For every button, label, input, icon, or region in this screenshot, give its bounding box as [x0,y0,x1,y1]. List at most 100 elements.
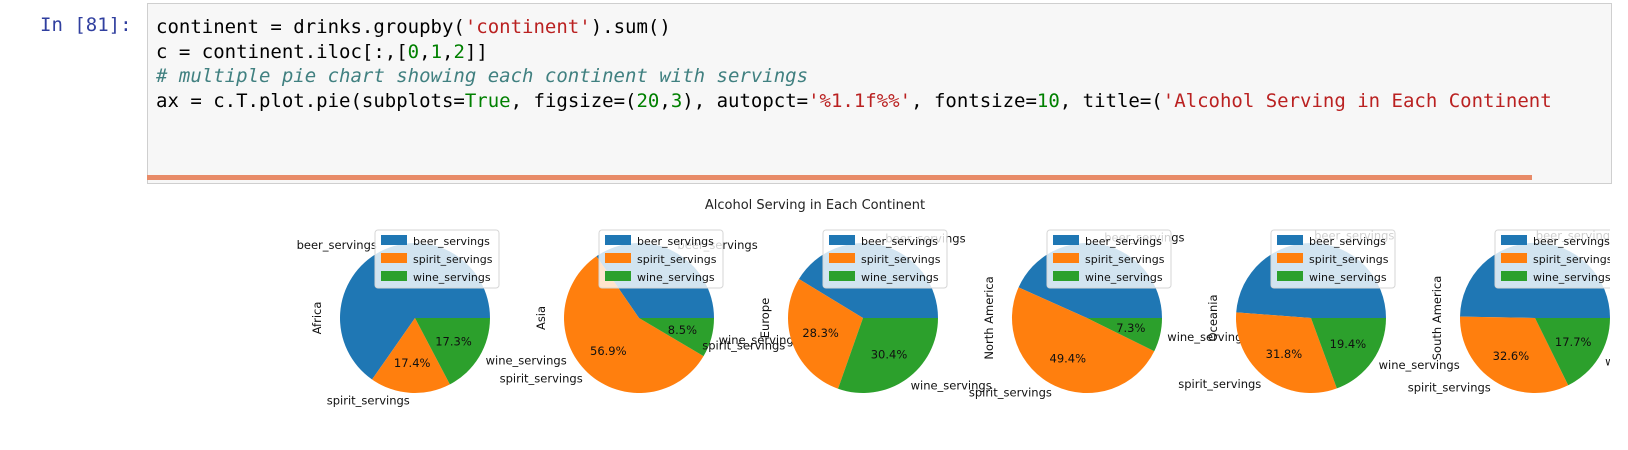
code-token: 'continent' [464,16,591,38]
code-token: # multiple pie chart showing each contin… [156,65,809,87]
pie-slice-spirit-servings [372,318,450,394]
code-token: 1 [430,40,443,63]
pie-series-name: Asia [534,306,548,330]
code-token: , [442,40,454,63]
pie-series-name: Africa [310,302,324,335]
pie-chart-south-america: beer_servings spirit_servings 32.6% wine_se… [1408,229,1610,395]
pie-chart-asia: beer_servings spirit_servings 56.9% wine_se… [500,229,800,393]
code-editor[interactable]: continent = drinks.groupby('continent').… [148,4,1611,113]
pie-category-label: wine_servings [719,333,800,347]
code-token: , [659,89,671,112]
code-token: ).sum() [590,16,671,38]
legend-swatch-beer-servings [829,235,855,245]
legend-swatch-spirit-servings [829,253,855,263]
legend-label: wine_servings [413,271,491,284]
code-line: continent = drinks.groupby('continent').… [156,15,1611,40]
legend-swatch-beer-servings [1277,235,1303,245]
pie-percent-label: 17.4% [394,356,431,370]
legend-label: spirit_servings [861,253,941,266]
code-token: 10 [1036,89,1060,112]
pie-slice-wine-servings [415,318,490,385]
code-token: 'Alcohol Serving in Each Continent [1162,89,1552,112]
pie-category-label: beer_servings [297,238,377,252]
legend-swatch-wine-servings [1501,271,1527,281]
pie-category-label: spirit_servings [969,386,1052,400]
legend-label: spirit_servings [637,253,717,266]
code-token: continent = drinks.groupby( [156,16,465,38]
pie-percent-label: 17.7% [1555,335,1592,349]
pie-percent-label: 19.4% [1330,337,1367,351]
pie-percent-label: 7.3% [1116,321,1145,335]
pie-legend: beer_servings spirit_servings wine_serving… [1494,229,1610,289]
legend-label: wine_servings [1533,271,1610,284]
legend-swatch-beer-servings [1501,235,1527,245]
legend-label: spirit_servings [413,253,493,266]
code-token: , figsize=( [510,89,637,112]
legend-swatch-spirit-servings [1277,253,1303,263]
pie-slice-wine-servings [838,318,938,393]
pie-percent-label: 31.8% [1266,347,1303,361]
pie-slice-spirit-servings [1459,316,1569,394]
code-token: 2 [453,40,465,63]
legend-label: beer_servings [1533,235,1610,248]
code-token: c = continent.iloc[:,[ [156,40,408,63]
legend-swatch-beer-servings [1053,235,1079,245]
code-token: True [464,89,511,112]
pie-category-label: spirit_servings [1408,381,1491,395]
legend-swatch-wine-servings [605,271,631,281]
pie-legend: beer_servings spirit_servings wine_serving… [374,229,500,289]
code-token: , fontsize= [911,89,1037,112]
pie-percent-label: 32.6% [1493,349,1530,363]
pie-slice-wine-servings [1535,318,1610,386]
legend-swatch-wine-servings [1277,271,1303,281]
pie-percent-label: 56.9% [590,344,627,358]
pie-category-label: wine_servings [486,354,567,368]
code-token: , title=( [1059,89,1163,112]
pie-category-label: wine_servings [911,378,992,392]
pie-slice-spirit-servings [788,279,863,389]
legend-label: spirit_servings [1533,253,1610,266]
pie-series-name: Oceania [1206,294,1220,341]
code-token: ]] [464,40,488,63]
code-line: ax = c.T.plot.pie(subplots=True, figsize… [156,89,1611,114]
pie-legend: beer_servings spirit_servings wine_serving… [822,229,948,289]
code-token: , [419,40,431,63]
legend-swatch-beer-servings [381,235,407,245]
pie-slice-spirit-servings [564,256,704,393]
pie-percent-label: 17.3% [435,334,472,348]
pie-category-label: wine_servings [1605,355,1610,369]
pie-series-name: South America [1430,276,1444,361]
pie-chart-africa: beer_servings spirit_servings 17.4% wine_se… [297,229,567,407]
pie-category-label: spirit_servings [500,371,583,385]
legend-label: wine_servings [1309,271,1387,284]
pie-chart-oceania: beer_servings spirit_servings 31.8% wine_se… [1178,229,1460,394]
pie-percent-label: 49.4% [1050,352,1087,366]
code-cell-input[interactable]: continent = drinks.groupby('continent').… [147,3,1612,184]
pie-legend: beer_servings spirit_servings wine_serving… [598,229,724,289]
pie-category-label: wine_servings [1379,358,1460,372]
code-token: 3 [670,89,683,112]
chart-title: Alcohol Serving in Each Continent [705,198,925,213]
legend-swatch-spirit-servings [381,253,407,263]
legend-label: beer_servings [861,235,938,248]
pie-legend: beer_servings spirit_servings wine_serving… [1270,229,1396,289]
legend-swatch-spirit-servings [1053,253,1079,263]
legend-label: spirit_servings [1309,253,1389,266]
legend-label: wine_servings [637,271,715,284]
pie-category-label: spirit_servings [1178,377,1261,391]
pie-slice-spirit-servings [1235,312,1337,394]
pie-percent-label: 8.5% [668,323,697,337]
code-token: ), autopct= [682,89,809,112]
pie-category-label: spirit_servings [702,339,785,353]
code-token: 20 [636,89,660,112]
pie-category-label: spirit_servings [327,393,410,407]
legend-swatch-wine-servings [1053,271,1079,281]
code-token: '%1.1f%%' [808,89,912,112]
pie-percent-label: 30.4% [871,348,908,362]
cell-prompt: In [81]: [40,14,132,36]
legend-label: spirit_servings [1085,253,1165,266]
pie-percent-label: 28.3% [802,326,839,340]
legend-label: beer_servings [1085,235,1162,248]
code-line: # multiple pie chart showing each contin… [156,64,1611,89]
legend-label: wine_servings [861,271,939,284]
